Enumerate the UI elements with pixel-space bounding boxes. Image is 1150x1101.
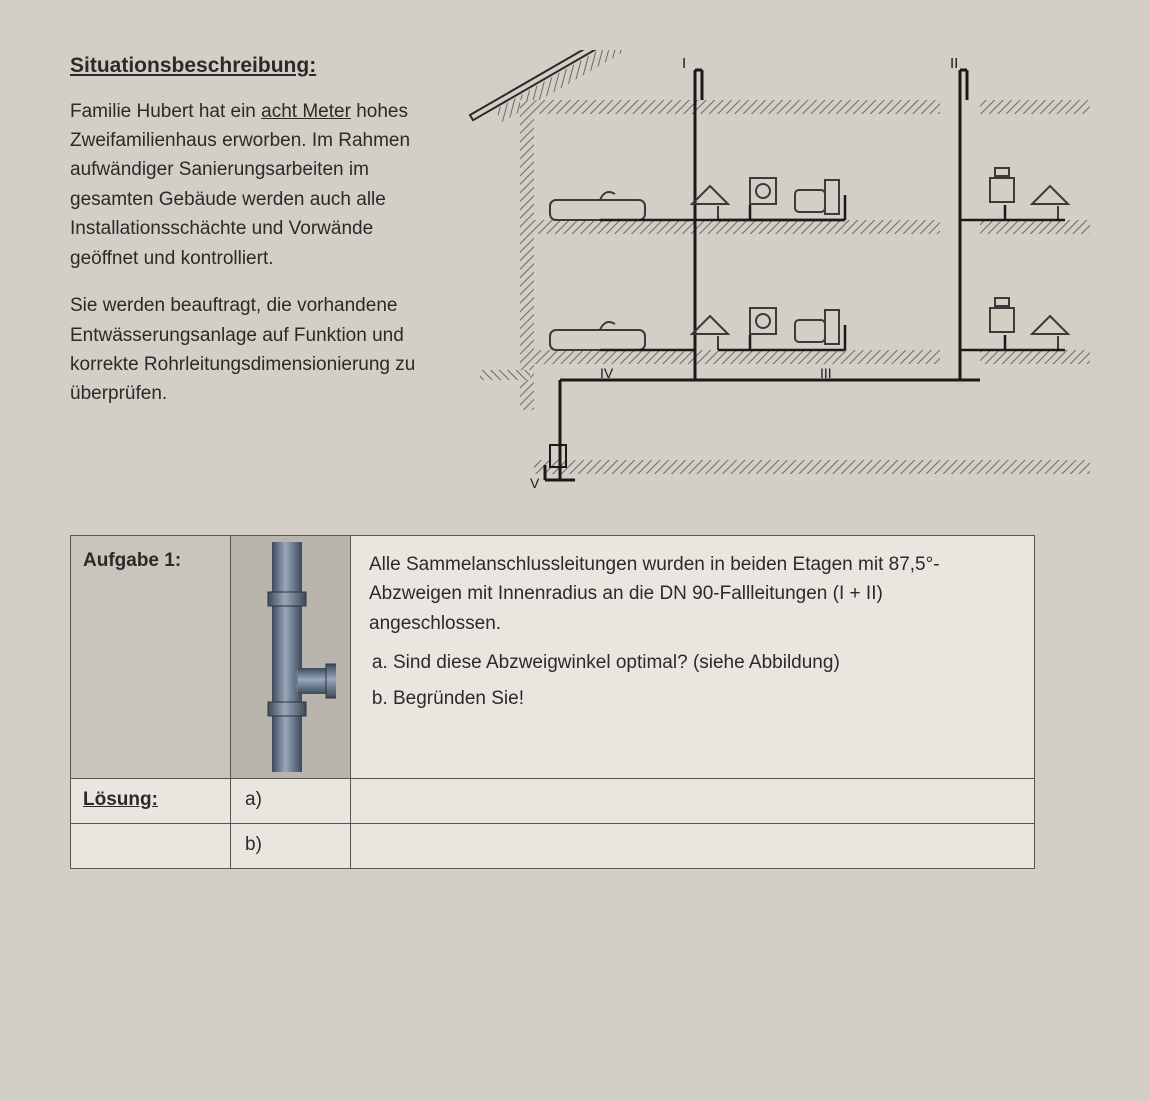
worksheet-page: Situationsbeschreibung: Familie Hubert h…	[0, 0, 1150, 1101]
task-row-question: Aufgabe 1:	[71, 536, 1034, 779]
pipe-fitting-image-cell	[231, 536, 351, 778]
diagram-label-IV: IV	[600, 365, 614, 381]
task-question-list: Sind diese Abzweigwinkel optimal? (siehe…	[393, 648, 1016, 713]
para1-underlined: acht Meter	[261, 101, 351, 122]
pipe-tee-icon	[246, 542, 336, 772]
paragraph-1: Familie Hubert hat ein acht Meter hohes …	[70, 97, 430, 274]
task-table: Aufgabe 1:	[70, 535, 1035, 869]
task-intro-text: Alle Sammelanschlussleitungen wurden in …	[369, 554, 940, 634]
diagram-label-V: V	[530, 475, 540, 490]
building-diagram: I II III IV V	[450, 50, 1090, 495]
diagram-label-I: I	[682, 55, 686, 72]
solution-row-b: b)	[71, 824, 1034, 868]
solution-letter-b: b)	[231, 824, 351, 868]
solution-row-a: Lösung: a)	[71, 779, 1034, 824]
solution-label-empty	[71, 824, 231, 868]
diagram-label-III: III	[820, 365, 832, 381]
top-region: Situationsbeschreibung: Familie Hubert h…	[70, 50, 1090, 495]
task-label-cell: Aufgabe 1:	[71, 536, 231, 778]
task-question-a: Sind diese Abzweigwinkel optimal? (siehe…	[393, 648, 1016, 677]
para1-post: hohes Zweifamilienhaus erworben. Im Rahm…	[70, 101, 410, 269]
section-title: Situationsbeschreibung:	[70, 50, 430, 83]
paragraph-2: Sie werden beauftragt, die vorhan­dene E…	[70, 291, 430, 409]
description-column: Situationsbeschreibung: Familie Hubert h…	[70, 50, 430, 495]
solution-letter-a: a)	[231, 779, 351, 823]
para1-pre: Familie Hubert hat ein	[70, 101, 261, 122]
solution-label: Lösung:	[71, 779, 231, 823]
solution-answer-a[interactable]	[351, 779, 1034, 823]
task-body-cell: Alle Sammelanschlussleitungen wurden in …	[351, 536, 1034, 778]
drainage-diagram-svg: I II III IV V	[450, 50, 1090, 490]
diagram-label-II: II	[950, 55, 958, 72]
solution-answer-b[interactable]	[351, 824, 1034, 868]
task-question-b: Begründen Sie!	[393, 684, 1016, 713]
